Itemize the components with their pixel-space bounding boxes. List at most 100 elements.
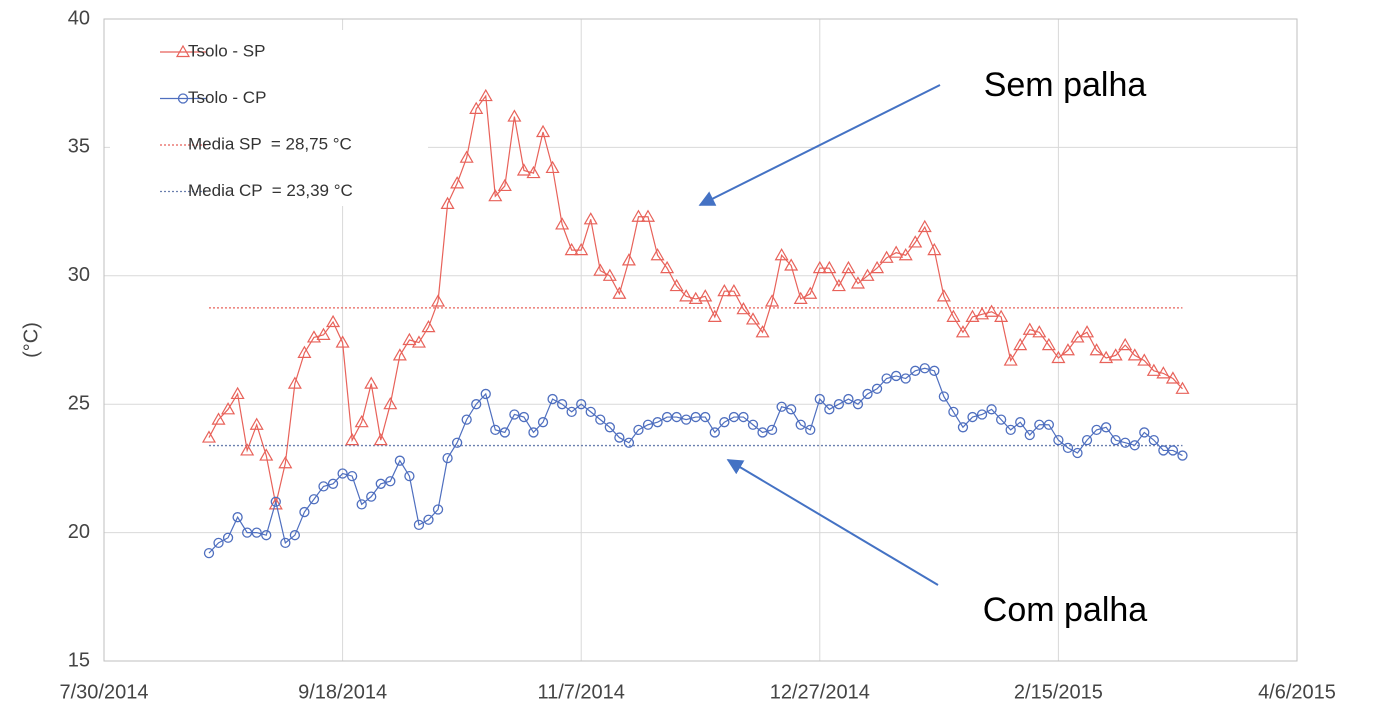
marker [1108,348,1123,361]
marker [299,506,310,518]
legend: Tsolo - SP Tsolo - CP Media SP = 28,75 °C M… [160,41,353,200]
marker [1129,440,1140,451]
marker [278,456,293,469]
marker [1165,371,1180,384]
marker [948,406,959,418]
marker [411,335,426,348]
marker [450,176,465,189]
marker [707,309,722,322]
marker [461,414,472,425]
marker [700,411,711,423]
marker [576,399,587,410]
marker [850,276,866,289]
annotation: Sem palha [984,66,1147,104]
x-tick-label: 7/30/2014 [60,681,149,703]
y-tick-label: 15 [68,649,90,671]
marker [946,309,961,322]
marker [1051,350,1066,364]
marker [805,424,816,436]
marker [499,427,510,438]
marker [919,363,930,374]
marker [900,373,911,384]
marker [908,235,923,248]
marker [471,399,482,410]
marker [822,260,837,274]
marker [240,443,255,456]
marker [394,455,406,466]
y-tick-label: 20 [68,521,90,543]
marker [345,432,360,446]
marker [929,365,940,376]
marker [612,286,627,299]
marker [1043,419,1055,430]
marker [669,278,684,292]
marker [337,468,348,479]
marker [392,348,407,361]
marker [175,44,191,58]
marker [366,491,377,502]
marker [1110,435,1121,446]
marker [833,399,845,410]
x-tick-label: 2/15/2015 [1014,681,1103,703]
marker [843,393,854,405]
marker [995,414,1007,425]
marker [459,150,474,163]
marker [1079,325,1095,338]
marker [547,393,558,405]
marker [671,411,682,423]
marker [1024,429,1035,441]
marker [1099,350,1114,364]
marker [698,289,713,302]
marker [354,414,369,428]
marker [451,437,463,448]
marker [1013,337,1028,351]
marker [910,365,921,376]
marker [681,414,692,425]
x-tick-label: 4/6/2015 [1258,681,1336,703]
marker [1118,337,1133,351]
marker [927,242,942,256]
marker [1127,348,1142,361]
annotation-arrow [698,84,941,206]
marker [1032,325,1047,338]
marker [986,404,997,415]
marker [442,452,453,464]
marker [633,424,644,436]
marker [259,448,274,461]
marker [383,396,398,410]
series-line [208,94,1183,505]
marker [1041,337,1056,351]
marker [385,476,396,487]
marker [375,478,386,489]
marker [566,406,577,418]
marker [287,376,302,389]
marker [621,253,636,266]
marker [413,519,425,531]
marker [230,386,245,400]
x-tick-label: 11/7/2014 [537,681,625,703]
marker [297,345,312,358]
marker [881,373,892,384]
marker [1081,435,1093,446]
marker [268,497,283,510]
marker [1072,447,1083,459]
marker [497,178,512,192]
marker [1139,427,1150,438]
marker [631,209,646,222]
marker [306,330,322,343]
plot-border [103,18,1298,662]
series-line [208,367,1183,554]
marker [478,88,493,102]
marker [917,219,932,233]
marker [595,414,606,425]
annotation: Com palha [983,591,1148,629]
marker [555,217,570,230]
marker [1167,445,1179,456]
marker [755,325,770,338]
marker [537,417,549,428]
marker [660,260,675,274]
marker [1137,353,1152,366]
marker [518,411,530,423]
x-tick-label: 9/18/2014 [298,681,387,703]
marker [642,419,654,430]
